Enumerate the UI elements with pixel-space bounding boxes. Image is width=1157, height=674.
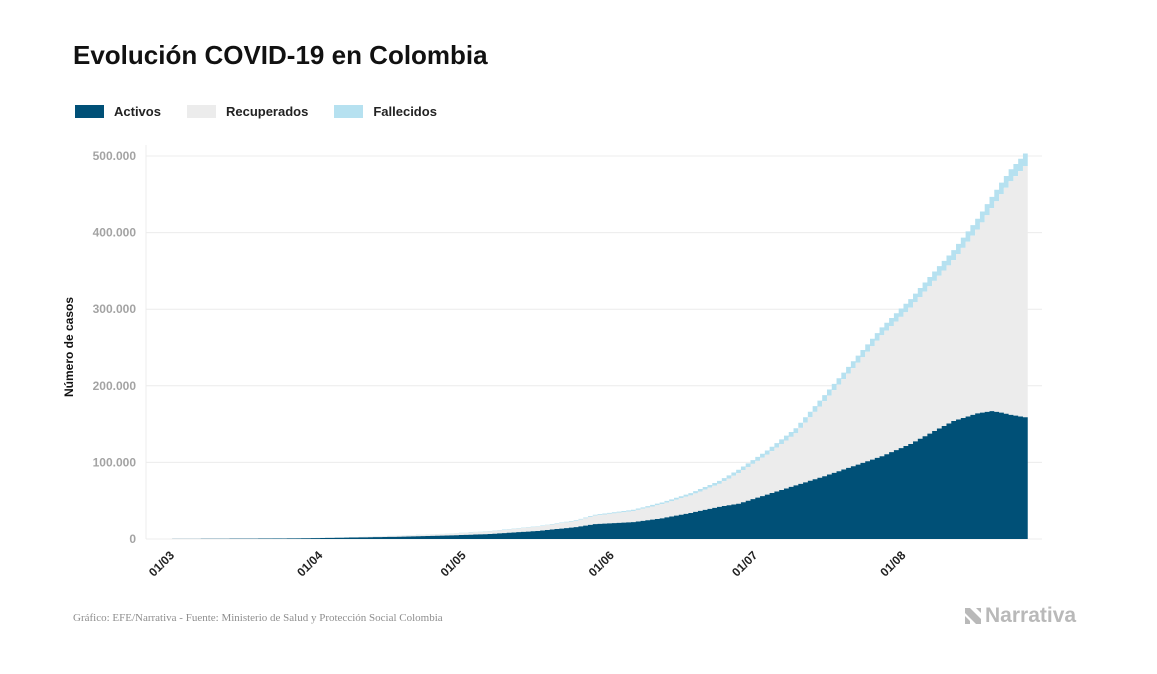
x-axis-ticks: 01/03 01/04 01/05 01/06 01/07 01/08 [146, 548, 909, 579]
narrativa-logo-text: Narrativa [985, 604, 1077, 627]
legend-swatch-fallecidos [334, 105, 364, 118]
legend-label-recuperados: Recuperados [225, 104, 309, 119]
y-tick-label: 400.000 [93, 226, 137, 240]
y-tick-label: 100.000 [93, 455, 137, 469]
legend-label-fallecidos: Fallecidos [373, 104, 437, 119]
chart-title: Evolución COVID-19 en Colombia [73, 40, 488, 70]
x-tick-label: 01/05 [438, 548, 469, 579]
y-tick-label: 200.000 [93, 379, 137, 393]
y-axis-label: Número de casos [62, 297, 76, 397]
chart-area: 0 100.000 200.000 300.000 400.000 500.000 01/… [62, 145, 1042, 579]
y-tick-label: 500.000 [93, 149, 137, 163]
y-tick-label: 0 [129, 532, 136, 546]
legend-item-activos: Activos [75, 104, 161, 119]
x-tick-label: 01/04 [294, 548, 325, 579]
legend: Activos Recuperados Fallecidos [75, 104, 463, 119]
narrativa-logo: Narrativa [963, 604, 1076, 628]
x-tick-label: 01/03 [146, 548, 177, 579]
stacked-areas [153, 153, 1028, 539]
area-activos [153, 411, 1028, 539]
legend-swatch-recuperados [186, 105, 216, 118]
x-tick-label: 01/08 [877, 548, 908, 579]
y-axis-ticks: 0 100.000 200.000 300.000 400.000 500.000 [93, 149, 137, 546]
legend-label-activos: Activos [114, 104, 161, 119]
source-credit: Gráfico: EFE/Narrativa - Fuente: Ministe… [73, 612, 443, 624]
area-recuperados [153, 165, 1028, 539]
legend-item-recuperados: Recuperados [186, 104, 309, 119]
x-tick-label: 01/07 [729, 548, 760, 579]
legend-swatch-activos [75, 105, 104, 118]
narrativa-logo-icon [965, 608, 981, 624]
legend-item-fallecidos: Fallecidos [334, 104, 437, 119]
y-tick-label: 300.000 [93, 302, 137, 316]
x-tick-label: 01/06 [586, 548, 617, 579]
